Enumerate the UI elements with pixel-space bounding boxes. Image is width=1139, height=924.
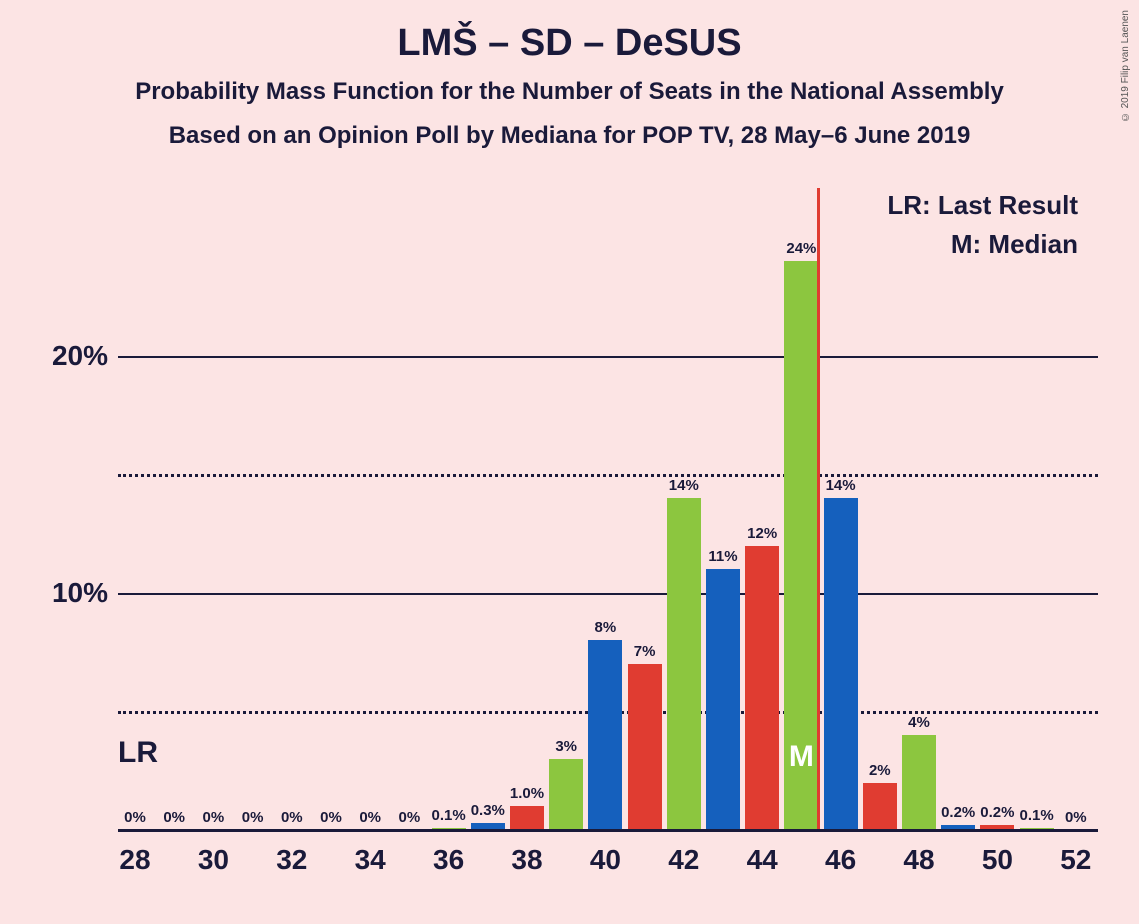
x-axis-baseline [118,829,1098,832]
x-axis-label: 44 [747,844,778,876]
x-axis-label: 34 [355,844,386,876]
x-axis-label: 28 [119,844,150,876]
bar [588,640,622,830]
chart-container: LMŠ – SD – DeSUS Probability Mass Functi… [0,0,1139,924]
bar [863,783,897,830]
x-axis-label: 38 [511,844,542,876]
chart-subtitle-2: Based on an Opinion Poll by Mediana for … [0,122,1139,150]
y-axis-label: 20% [28,340,108,372]
x-axis-label: 48 [903,844,934,876]
bar-value-label: 24% [771,240,831,257]
median-line [817,188,820,830]
bar [706,569,740,830]
bar-value-label: 4% [889,714,949,731]
bar [824,498,858,830]
bars-group: 0%0%0%0%0%0%0%0%0.1%0.3%1.0%3%8%7%14%11%… [118,190,1098,830]
y-axis-label: 10% [28,577,108,609]
chart-subtitle-1: Probability Mass Function for the Number… [0,78,1139,106]
bar-value-label: 12% [732,525,792,542]
bar [745,546,779,830]
chart-title: LMŠ – SD – DeSUS [0,22,1139,65]
bar-value-label: 1.0% [497,785,557,802]
plot-area: LR: Last Result M: Median 10%20% 0%0%0%0… [118,190,1098,830]
bar-value-label: 11% [693,548,753,565]
bar [510,806,544,830]
bar-value-label: 7% [615,643,675,660]
bar-value-label: 2% [850,762,910,779]
bar-value-label: 0% [1046,809,1106,826]
bar [549,759,583,830]
x-axis-label: 30 [198,844,229,876]
bar-value-label: 3% [536,738,596,755]
bar [784,261,818,830]
bar-value-label: 8% [575,619,635,636]
x-axis-label: 40 [590,844,621,876]
x-axis-labels: 28 30 32 34 36 38 40 42 44 46 48 50 52 [118,838,1098,878]
x-axis-label: 32 [276,844,307,876]
bar [628,664,662,830]
copyright-text: © 2019 Filip van Laenen [1120,10,1131,122]
x-axis-label: 36 [433,844,464,876]
bar-value-label: 14% [654,477,714,494]
lr-marker: LR [118,736,158,770]
x-axis-label: 50 [982,844,1013,876]
bar-value-label: 0.3% [458,802,518,819]
x-axis-label: 46 [825,844,856,876]
x-axis-label: 52 [1060,844,1091,876]
x-axis-label: 42 [668,844,699,876]
